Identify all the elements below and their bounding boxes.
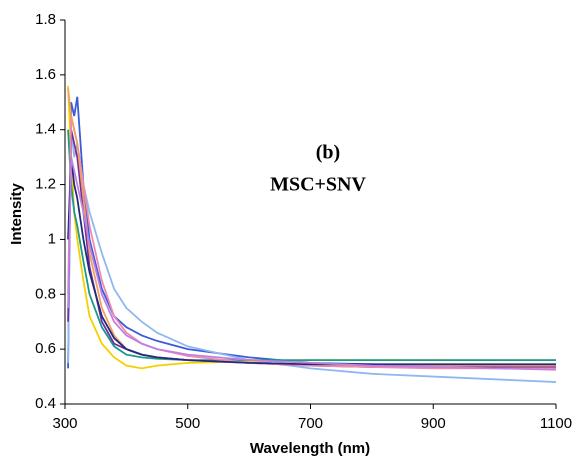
y-tick-label: 0.8 bbox=[35, 285, 56, 302]
y-tick-label: 0.6 bbox=[35, 340, 56, 357]
y-axis-label: Intensity bbox=[8, 183, 25, 245]
x-axis-label: Wavelength (nm) bbox=[250, 440, 370, 457]
y-tick-label: 0.4 bbox=[35, 395, 56, 412]
series-line bbox=[67, 129, 556, 362]
series-line bbox=[67, 115, 556, 370]
x-tick-label: 700 bbox=[298, 415, 323, 432]
series-line bbox=[67, 85, 556, 370]
y-tick-label: 1.8 bbox=[35, 11, 56, 28]
x-tick-label: 1100 bbox=[540, 415, 572, 432]
y-tick-label: 1.6 bbox=[35, 66, 56, 83]
x-tick-label: 900 bbox=[421, 415, 446, 432]
series-line bbox=[67, 157, 556, 366]
series-line bbox=[67, 96, 556, 369]
y-tick-label: 1 bbox=[48, 230, 56, 247]
y-tick-label: 1.2 bbox=[35, 176, 56, 193]
series-line bbox=[67, 129, 556, 368]
annotation: MSC+SNV bbox=[270, 174, 366, 196]
y-tick-label: 1.4 bbox=[35, 121, 56, 138]
series-line bbox=[67, 88, 556, 367]
x-tick-label: 300 bbox=[52, 415, 77, 432]
series-line bbox=[67, 156, 557, 371]
x-tick-label: 500 bbox=[175, 415, 200, 432]
annotation: (b) bbox=[316, 142, 340, 164]
